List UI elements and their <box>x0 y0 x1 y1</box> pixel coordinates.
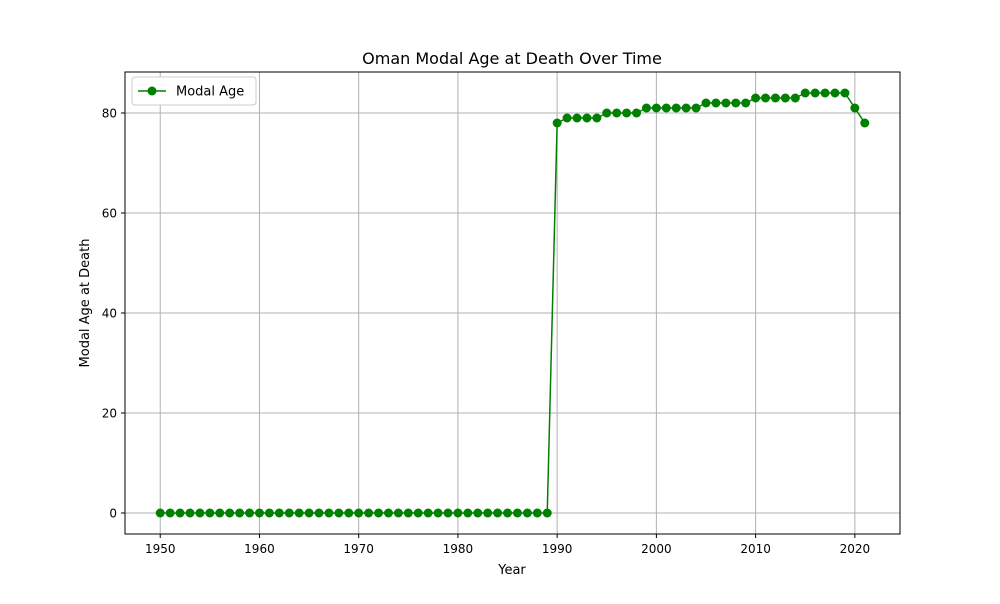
data-point-marker <box>820 88 830 98</box>
data-point-marker <box>205 508 215 518</box>
x-tick-label: 2010 <box>740 542 771 556</box>
data-point-marker <box>741 98 751 108</box>
data-point-marker <box>245 508 255 518</box>
data-point-marker <box>800 88 810 98</box>
data-point-marker <box>155 508 165 518</box>
x-tick-label: 1970 <box>343 542 374 556</box>
data-point-marker <box>473 508 483 518</box>
data-point-marker <box>314 508 324 518</box>
data-point-marker <box>641 103 651 113</box>
y-axis-ticks: 0 20 40 60 80 <box>102 107 125 521</box>
data-point-marker <box>344 508 354 518</box>
y-tick-label: 60 <box>102 207 117 221</box>
data-point-marker <box>562 113 572 123</box>
data-point-marker <box>443 508 453 518</box>
data-point-marker <box>632 108 642 118</box>
data-point-marker <box>185 508 195 518</box>
y-tick-label: 0 <box>109 507 117 521</box>
data-point-marker <box>264 508 274 518</box>
y-axis-label: Modal Age at Death <box>78 239 93 368</box>
data-point-marker <box>751 93 761 103</box>
data-point-marker <box>711 98 721 108</box>
data-point-marker <box>542 508 552 518</box>
data-point-marker <box>512 508 522 518</box>
data-point-marker <box>731 98 741 108</box>
legend-marker <box>147 86 157 96</box>
x-tick-label: 2020 <box>840 542 871 556</box>
legend: Modal Age <box>131 76 257 106</box>
data-point-marker <box>532 508 542 518</box>
y-tick-label: 40 <box>102 307 117 321</box>
data-point-marker <box>483 508 493 518</box>
data-point-marker <box>304 508 314 518</box>
data-point-marker <box>284 508 294 518</box>
x-tick-label: 2000 <box>641 542 672 556</box>
y-tick-label: 20 <box>102 407 117 421</box>
data-point-marker <box>552 118 562 128</box>
data-point-marker <box>324 508 334 518</box>
data-point-marker <box>354 508 364 518</box>
data-point-marker <box>453 508 463 518</box>
data-point-marker <box>503 508 513 518</box>
data-point-marker <box>294 508 304 518</box>
data-point-marker <box>622 108 632 118</box>
data-point-marker <box>433 508 443 518</box>
data-point-marker <box>364 508 374 518</box>
x-tick-label: 1950 <box>145 542 176 556</box>
data-point-marker <box>691 103 701 113</box>
data-point-marker <box>215 508 225 518</box>
data-point-marker <box>225 508 235 518</box>
data-point-marker <box>522 508 532 518</box>
data-point-marker <box>235 508 245 518</box>
data-point-marker <box>612 108 622 118</box>
data-point-marker <box>393 508 403 518</box>
data-point-marker <box>572 113 582 123</box>
x-tick-label: 1960 <box>244 542 275 556</box>
data-point-marker <box>334 508 344 518</box>
data-point-marker <box>165 508 175 518</box>
data-point-marker <box>701 98 711 108</box>
data-point-marker <box>651 103 661 113</box>
data-point-marker <box>493 508 503 518</box>
data-point-marker <box>860 118 870 128</box>
data-point-marker <box>592 113 602 123</box>
data-point-marker <box>681 103 691 113</box>
x-axis-ticks: 1950 1960 1970 1980 1990 2000 2010 2020 <box>145 534 870 556</box>
data-point-marker <box>582 113 592 123</box>
data-point-marker <box>602 108 612 118</box>
legend-box <box>131 76 257 106</box>
x-tick-label: 1980 <box>443 542 474 556</box>
chart-title: Oman Modal Age at Death Over Time <box>362 49 662 68</box>
data-point-marker <box>850 103 860 113</box>
x-tick-label: 1990 <box>542 542 573 556</box>
data-point-marker <box>671 103 681 113</box>
data-point-marker <box>780 93 790 103</box>
data-point-marker <box>810 88 820 98</box>
plot-frame <box>124 71 901 535</box>
legend-label: Modal Age <box>176 85 244 100</box>
data-point-marker <box>661 103 671 113</box>
y-tick-label: 80 <box>102 107 117 121</box>
data-point-marker <box>423 508 433 518</box>
data-point-marker <box>761 93 771 103</box>
data-point-marker <box>413 508 423 518</box>
data-point-marker <box>830 88 840 98</box>
data-point-marker <box>403 508 413 518</box>
data-point-marker <box>840 88 850 98</box>
data-point-marker <box>721 98 731 108</box>
data-point-marker <box>790 93 800 103</box>
data-point-marker <box>195 508 205 518</box>
data-point-marker <box>770 93 780 103</box>
data-point-marker <box>374 508 384 518</box>
data-point-marker <box>274 508 284 518</box>
series-layer <box>155 88 870 518</box>
x-axis-label: Year <box>497 563 526 578</box>
data-point-marker <box>383 508 393 518</box>
data-point-marker <box>254 508 264 518</box>
data-point-marker <box>175 508 185 518</box>
data-point-marker <box>463 508 473 518</box>
